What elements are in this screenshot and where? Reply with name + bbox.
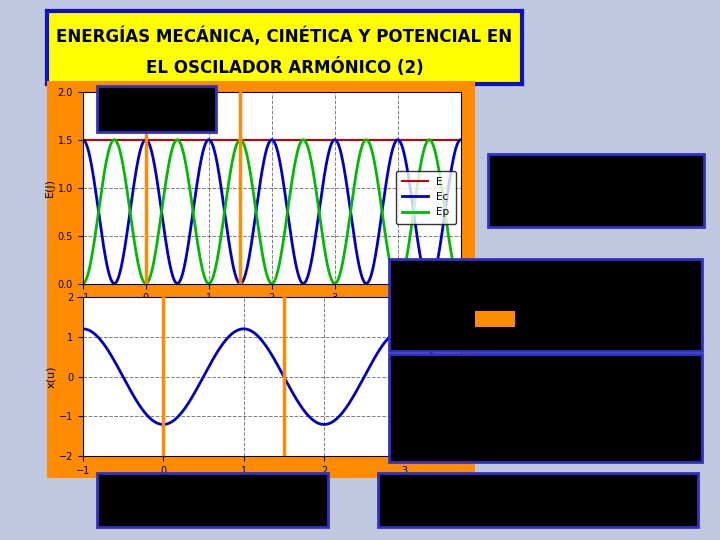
Text: EL OSCILADOR ARMÓNICO (2): EL OSCILADOR ARMÓNICO (2): [145, 58, 423, 77]
Ec: [98, 233, 107, 240]
Ec: [446, 176, 454, 182]
Ep: [456, 280, 465, 287]
Ec: [236, 280, 245, 287]
Ep: [253, 213, 261, 220]
Ep: [377, 198, 385, 205]
Ep: [446, 241, 454, 248]
Line: Ec: Ec: [83, 140, 461, 284]
Text: ENERGÍAS MECÁNICA, CINÉTICA Y POTENCIAL EN: ENERGÍAS MECÁNICA, CINÉTICA Y POTENCIAL …: [56, 26, 513, 46]
Ec: [446, 174, 454, 181]
X-axis label: t'(s): t'(s): [261, 479, 283, 489]
Ec: [456, 137, 465, 143]
Ec: [78, 137, 87, 143]
Text: Álvaro Lavín: Álvaro Lavín: [563, 505, 636, 518]
Ep: [263, 272, 271, 278]
Ep: [78, 280, 87, 287]
Ep: [98, 184, 107, 190]
X-axis label: t'(s): t'(s): [261, 306, 283, 316]
Text: FÍSICA: FÍSICA: [577, 480, 623, 492]
E: [204, 137, 213, 143]
Ep: [446, 242, 454, 249]
Ec: [377, 219, 385, 225]
Ep: [236, 137, 245, 143]
Ec: [253, 203, 261, 210]
Y-axis label: E(J): E(J): [45, 178, 55, 197]
Ec: [263, 145, 271, 152]
Line: Ep: Ep: [83, 140, 461, 284]
Y-axis label: x(u): x(u): [46, 366, 56, 388]
E: [141, 137, 150, 143]
Legend: E, Ec, Ep: E, Ec, Ep: [395, 171, 456, 224]
